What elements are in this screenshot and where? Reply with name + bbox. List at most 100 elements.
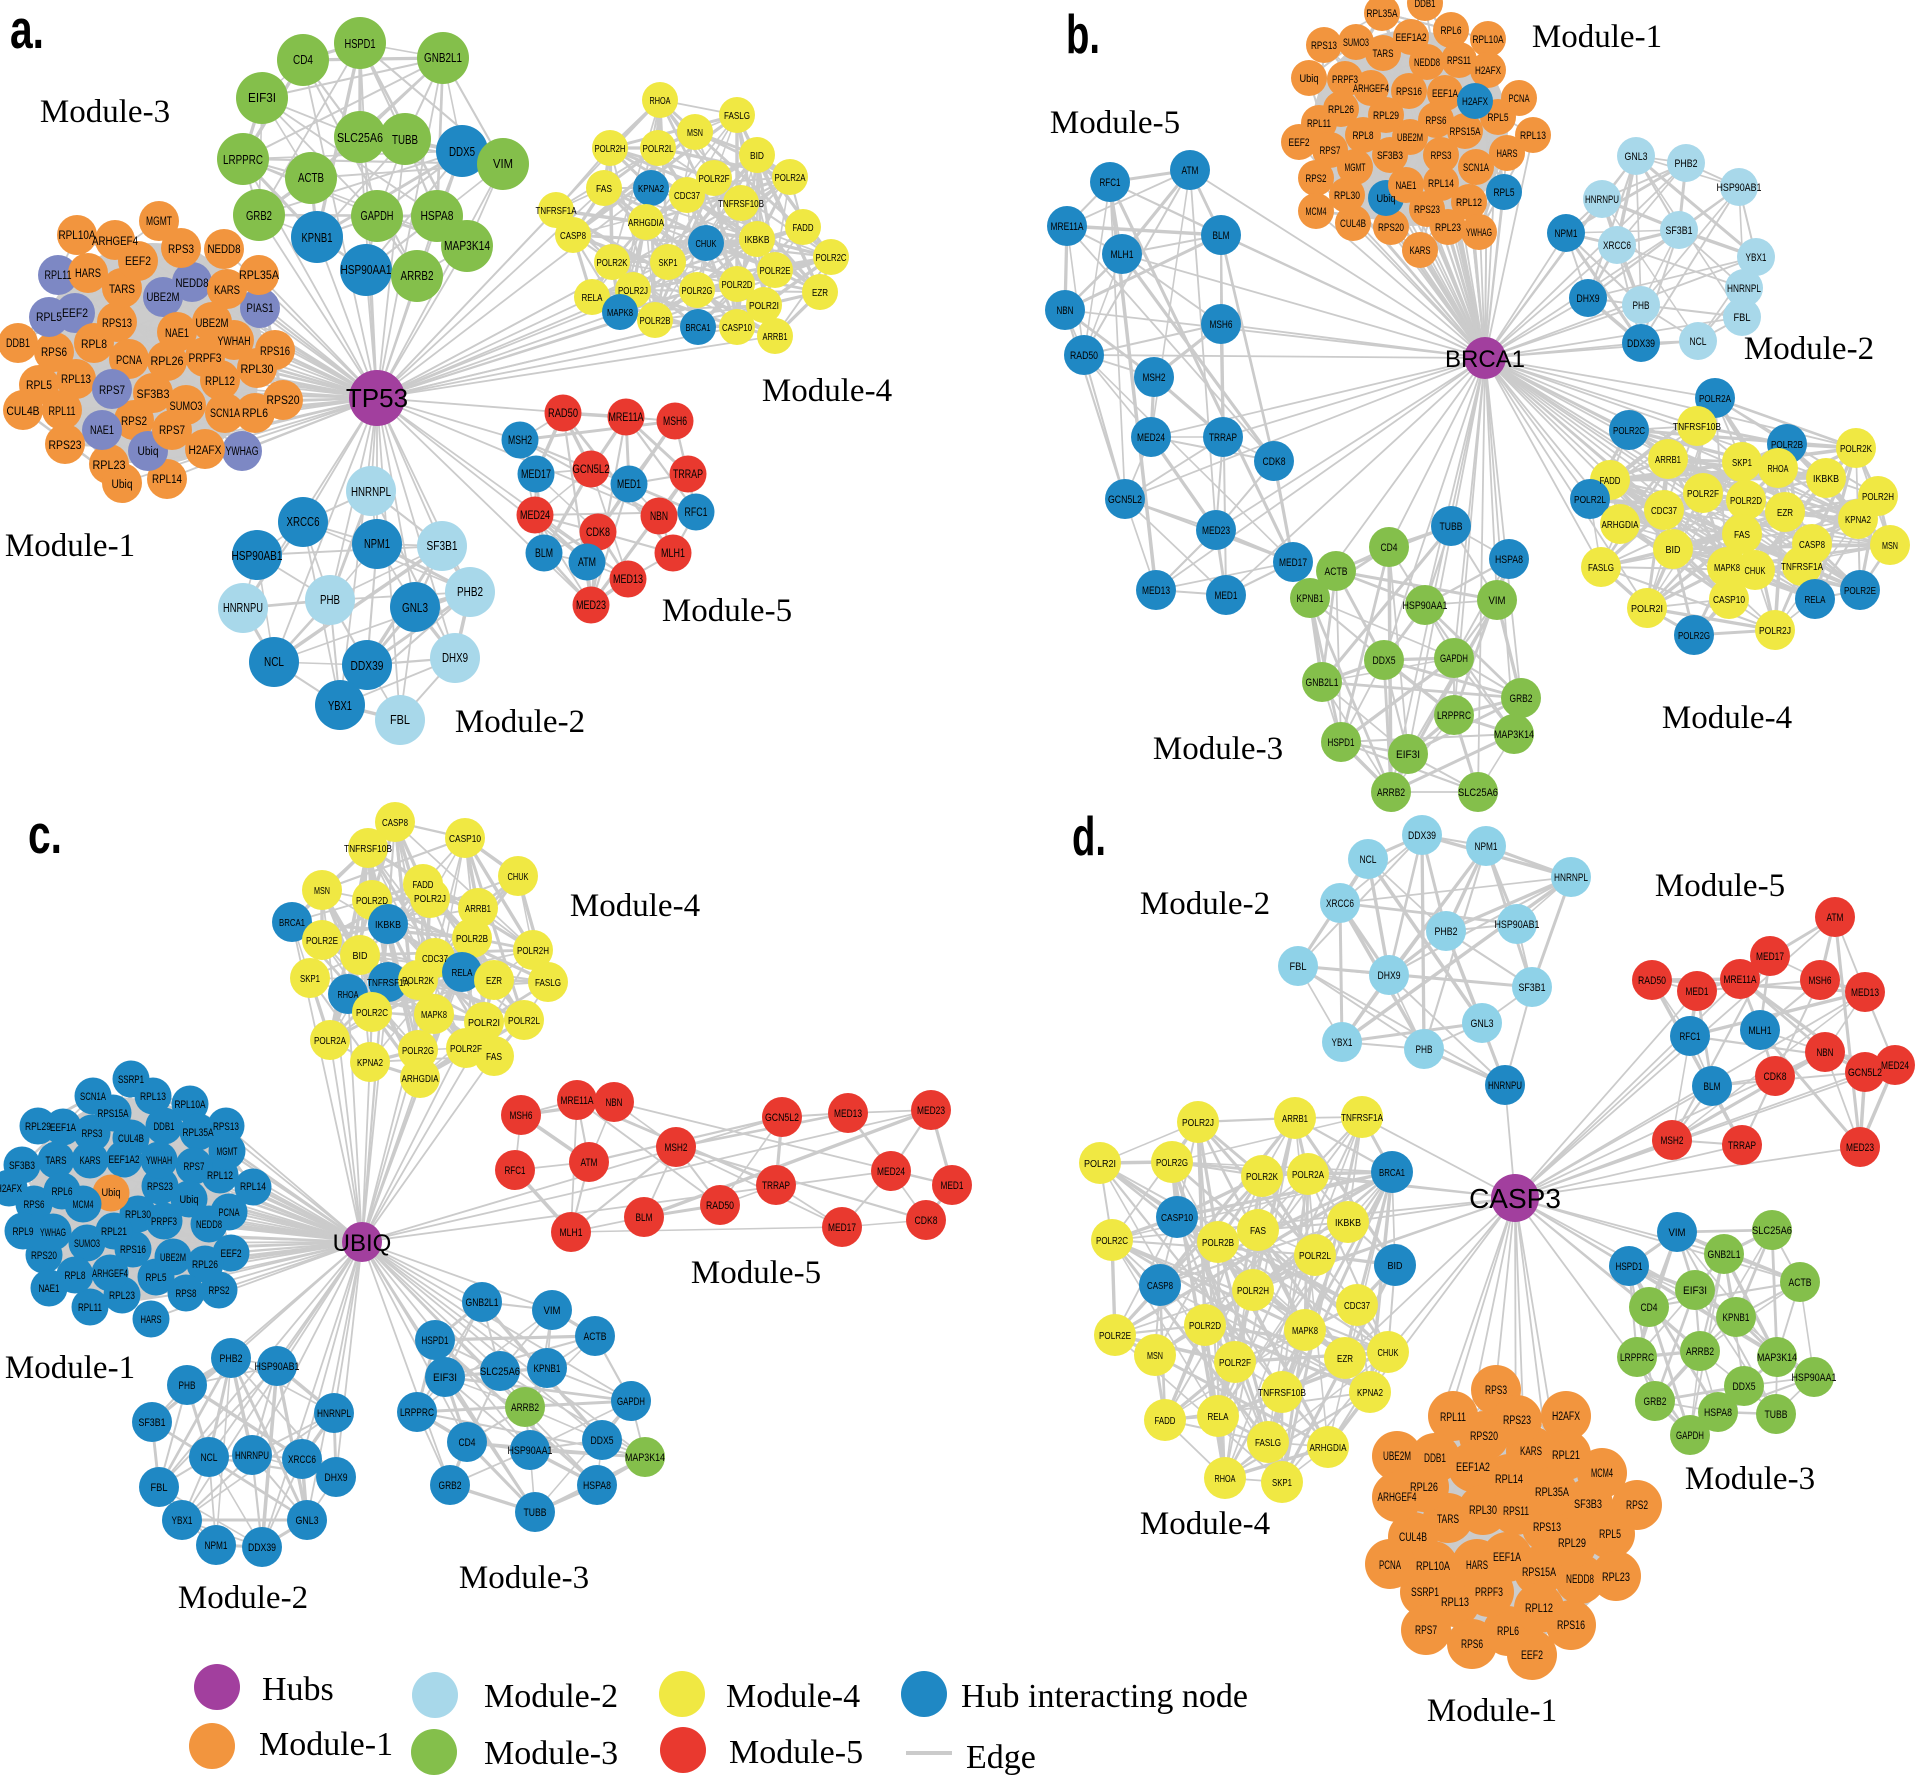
svg-text:GNB2L1: GNB2L1 [466,1297,499,1309]
svg-text:SCN1A: SCN1A [210,406,241,420]
svg-text:HSPD1: HSPD1 [345,37,376,51]
svg-text:XRCC6: XRCC6 [287,515,320,529]
svg-text:TUBB: TUBB [524,1507,547,1519]
svg-text:MGMT: MGMT [1345,162,1366,174]
svg-text:TNFRSF1A: TNFRSF1A [536,206,577,217]
svg-text:UBE2M: UBE2M [196,316,229,330]
svg-text:DDX5: DDX5 [1373,655,1396,667]
svg-text:LRPPRC: LRPPRC [223,153,263,167]
svg-text:RPL13: RPL13 [1520,130,1546,142]
svg-text:MGMT: MGMT [217,1146,238,1158]
svg-text:EEF1A2: EEF1A2 [1456,1462,1490,1474]
svg-text:GCN5L2: GCN5L2 [1108,494,1142,506]
svg-text:c.: c. [28,803,62,865]
svg-text:FBL: FBL [151,1482,168,1494]
svg-text:HSP90AA1: HSP90AA1 [341,263,392,277]
svg-text:CDC37: CDC37 [1344,1300,1370,1312]
svg-text:Module-5: Module-5 [1050,105,1180,141]
svg-text:RHOA: RHOA [1215,1473,1236,1485]
svg-text:RPL35A: RPL35A [183,1127,214,1139]
svg-text:POLR2F: POLR2F [699,174,730,185]
svg-text:Module-2: Module-2 [484,1678,618,1715]
svg-text:GRB2: GRB2 [439,1480,462,1492]
svg-text:KARS: KARS [214,283,240,297]
svg-text:PHB2: PHB2 [457,585,483,599]
svg-text:HARS: HARS [1497,148,1518,160]
svg-text:ARHGDIA: ARHGDIA [402,1073,439,1085]
svg-text:ARHGEF4: ARHGEF4 [1378,1492,1417,1504]
svg-text:Module-4: Module-4 [570,888,700,924]
svg-text:RPS13: RPS13 [102,316,132,330]
svg-text:MAP3K14: MAP3K14 [1494,729,1534,741]
svg-text:RPL5: RPL5 [1599,1529,1621,1541]
svg-text:H2AFX: H2AFX [1475,65,1501,77]
svg-text:UBE2M: UBE2M [1383,1451,1411,1463]
svg-text:MED24: MED24 [877,1166,905,1178]
svg-text:MED23: MED23 [576,599,606,612]
svg-text:CASP8: CASP8 [1799,539,1825,551]
svg-text:EEF1A2: EEF1A2 [1396,32,1427,44]
svg-text:RPS20: RPS20 [1470,1431,1498,1443]
svg-text:RPL30: RPL30 [241,362,274,376]
svg-text:RPL26: RPL26 [1328,104,1354,116]
svg-text:Module-3: Module-3 [484,1735,618,1772]
svg-text:SF3B3: SF3B3 [1574,1499,1602,1511]
svg-text:Module-3: Module-3 [459,1560,589,1596]
svg-text:NCL: NCL [1360,854,1377,866]
svg-text:HSP90AB1: HSP90AB1 [255,1361,300,1373]
svg-text:CUL4B: CUL4B [1340,218,1366,230]
svg-text:RPL12: RPL12 [205,374,235,388]
svg-text:ARHGEF4: ARHGEF4 [1353,83,1389,95]
svg-text:MED17: MED17 [521,468,551,481]
svg-text:EEF1A: EEF1A [50,1122,76,1134]
svg-text:ARHGDIA: ARHGDIA [1310,1442,1347,1454]
svg-text:KPNB1: KPNB1 [1723,1312,1750,1324]
svg-text:HARS: HARS [1466,1560,1488,1572]
svg-text:GAPDH: GAPDH [617,1396,645,1408]
svg-text:POLR2E: POLR2E [1099,1330,1131,1342]
svg-text:TRRAP: TRRAP [1209,432,1237,444]
svg-text:PRPF3: PRPF3 [189,351,222,365]
svg-text:TNFRSF10B: TNFRSF10B [1258,1387,1306,1399]
svg-text:ARRB1: ARRB1 [465,903,491,915]
svg-text:NAE1: NAE1 [39,1283,60,1295]
svg-text:CHUK: CHUK [696,239,717,250]
svg-text:MSH6: MSH6 [510,1110,533,1122]
svg-text:MRE11A: MRE11A [1724,974,1758,986]
svg-text:POLR2I: POLR2I [749,301,779,312]
svg-text:Ubiq: Ubiq [1377,193,1396,205]
svg-text:MSN: MSN [314,885,330,897]
svg-text:TRRAP: TRRAP [1728,1140,1756,1152]
svg-text:POLR2L: POLR2L [1574,494,1606,506]
svg-text:KPNA2: KPNA2 [1845,514,1871,526]
svg-text:NEDD8: NEDD8 [196,1219,222,1231]
svg-text:GNB2L1: GNB2L1 [1708,1249,1741,1261]
svg-text:POLR2A: POLR2A [314,1035,346,1047]
svg-text:PCNA: PCNA [219,1207,240,1219]
svg-text:SF3B3: SF3B3 [1377,150,1403,162]
svg-text:PRPF3: PRPF3 [151,1216,177,1228]
svg-text:HARS: HARS [141,1314,162,1326]
svg-text:GNL3: GNL3 [402,601,428,615]
svg-text:POLR2G: POLR2G [1678,630,1710,642]
svg-text:POLR2K: POLR2K [1246,1171,1278,1183]
svg-text:GCN5L2: GCN5L2 [1848,1067,1882,1079]
svg-text:RPL10A: RPL10A [1473,34,1504,46]
svg-text:NPM1: NPM1 [364,537,390,551]
svg-text:TRRAP: TRRAP [762,1180,790,1192]
svg-text:RPS11: RPS11 [1447,55,1471,67]
svg-text:IKBKB: IKBKB [1335,1217,1361,1229]
svg-text:NEDD8: NEDD8 [176,276,209,290]
svg-text:VIM: VIM [1489,595,1506,607]
svg-text:TARS: TARS [109,282,135,296]
svg-text:H2AFX: H2AFX [189,443,222,457]
svg-text:GAPDH: GAPDH [361,209,394,223]
svg-text:PCNA: PCNA [116,353,143,367]
svg-text:BID: BID [750,151,764,162]
svg-text:SLC25A6: SLC25A6 [480,1366,520,1378]
svg-text:MSH6: MSH6 [1809,975,1832,987]
svg-text:FBL: FBL [1290,961,1307,973]
svg-text:MSH2: MSH2 [665,1142,688,1154]
svg-text:RPL6: RPL6 [1441,25,1462,37]
svg-text:RFC1: RFC1 [685,506,708,519]
